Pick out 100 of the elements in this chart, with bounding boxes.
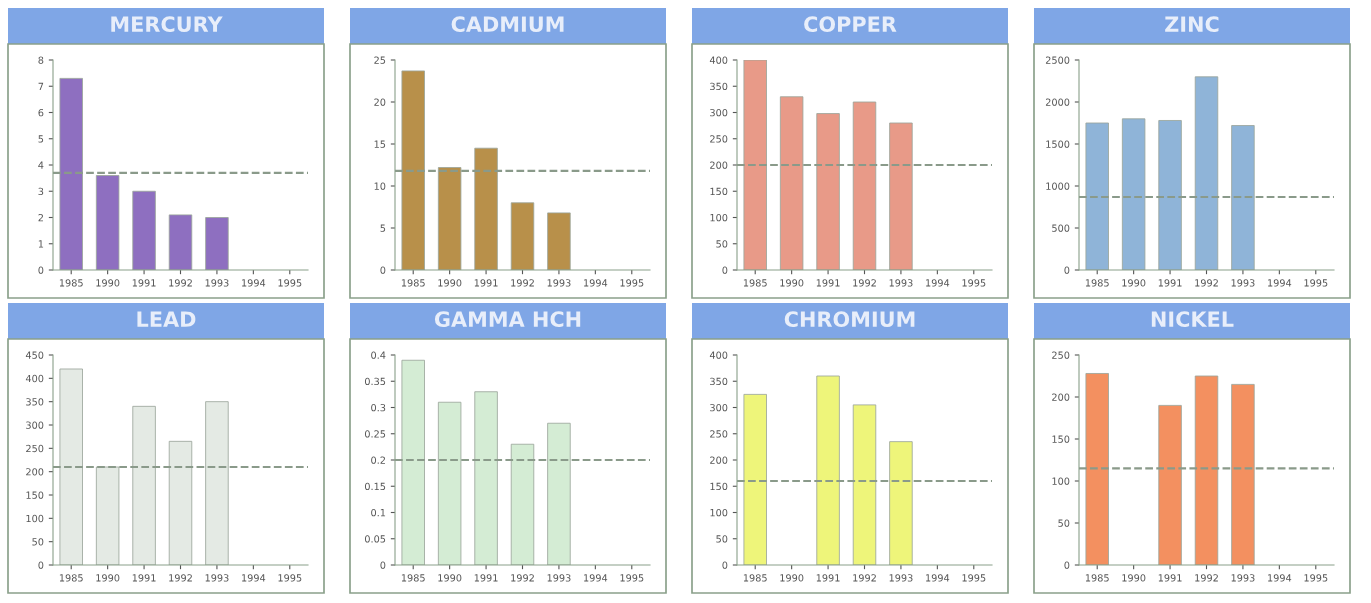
bar xyxy=(168,440,193,565)
y-tick-label: 7 xyxy=(38,82,44,90)
y-tick-label: 6 xyxy=(38,108,44,117)
bar xyxy=(510,443,535,565)
bar xyxy=(205,401,229,565)
x-tick-label: 1990 xyxy=(96,279,120,287)
y-tick-label: 150 xyxy=(710,187,728,196)
y-tick-label: 100 xyxy=(1052,477,1070,485)
bar xyxy=(95,466,120,565)
x-tick-label: 1992 xyxy=(1195,279,1218,287)
bar xyxy=(510,202,535,270)
y-tick-label: 150 xyxy=(1052,435,1070,443)
x-tick-label: 1992 xyxy=(853,279,876,287)
x-tick-label: 1985 xyxy=(59,279,83,287)
y-tick-label: 0 xyxy=(380,266,386,274)
bar xyxy=(547,212,571,270)
x-tick-label: 1995 xyxy=(620,574,644,582)
bar xyxy=(547,422,571,565)
y-tick-label: 100 xyxy=(710,508,728,517)
y-tick-label: 5 xyxy=(380,224,386,232)
y-tick-label: 50 xyxy=(1058,519,1070,527)
y-tick-label: 250 xyxy=(710,135,728,143)
x-tick-label: 1991 xyxy=(132,279,156,287)
y-tick-label: 0.15 xyxy=(364,482,386,491)
x-tick-label: 1993 xyxy=(205,574,229,582)
x-tick-label: 1994 xyxy=(242,574,266,582)
y-tick-label: 1 xyxy=(38,240,44,248)
bar xyxy=(852,404,877,565)
x-tick-label: 1990 xyxy=(96,574,120,582)
x-tick-label: 1985 xyxy=(743,279,767,287)
y-tick-label: 350 xyxy=(710,82,728,91)
bar xyxy=(1194,76,1219,270)
x-tick-label: 1985 xyxy=(401,574,425,582)
bar xyxy=(1231,125,1255,270)
x-tick-label: 1993 xyxy=(889,279,913,287)
y-tick-label: 200 xyxy=(26,468,44,476)
x-tick-label: 1993 xyxy=(1231,574,1255,582)
y-tick-label: 2500 xyxy=(1045,56,1070,64)
y-tick-label: 200 xyxy=(710,456,728,464)
y-tick-label: 0.2 xyxy=(371,456,385,464)
bar xyxy=(1158,404,1182,565)
y-tick-label: 150 xyxy=(26,491,44,499)
bar xyxy=(132,405,156,565)
y-tick-label: 2000 xyxy=(1045,98,1070,106)
x-tick-label: 1993 xyxy=(547,279,571,287)
bar xyxy=(132,190,156,270)
x-tick-label: 1995 xyxy=(962,574,986,582)
y-tick-label: 1500 xyxy=(1046,140,1070,148)
y-tick-label: 200 xyxy=(710,161,728,169)
x-tick-label: 1985 xyxy=(59,574,83,582)
y-tick-label: 8 xyxy=(38,56,44,64)
x-tick-label: 1990 xyxy=(780,574,804,582)
y-tick-label: 50 xyxy=(716,240,728,248)
y-tick-label: 0 xyxy=(722,561,728,569)
chart-title: CHROMIUM xyxy=(784,311,915,328)
x-tick-label: 1994 xyxy=(1268,574,1292,582)
bar xyxy=(95,175,120,270)
x-tick-label: 1991 xyxy=(132,574,156,582)
x-tick-label: 1994 xyxy=(584,574,608,582)
y-tick-label: 50 xyxy=(32,538,44,546)
y-tick-label: 250 xyxy=(26,444,44,453)
y-tick-label: 0.05 xyxy=(364,535,386,543)
x-tick-label: 1994 xyxy=(584,279,608,287)
x-tick-label: 1992 xyxy=(1195,574,1218,582)
x-tick-label: 1985 xyxy=(401,279,425,287)
y-tick-label: 150 xyxy=(710,482,728,491)
x-tick-label: 1992 xyxy=(853,574,876,582)
y-tick-label: 1000 xyxy=(1046,182,1070,190)
y-tick-label: 100 xyxy=(710,213,728,222)
y-tick-label: 350 xyxy=(710,377,728,386)
y-tick-label: 5 xyxy=(38,135,44,143)
y-tick-label: 20 xyxy=(374,98,386,106)
bar xyxy=(437,167,462,270)
y-tick-label: 0 xyxy=(1064,266,1070,274)
y-tick-label: 300 xyxy=(710,108,728,117)
chart-title: GAMMA HCH xyxy=(434,311,581,328)
y-tick-label: 0.3 xyxy=(371,403,386,412)
y-tick-label: 200 xyxy=(1052,393,1070,401)
chart-title: LEAD xyxy=(137,311,196,327)
y-tick-label: 0 xyxy=(1064,561,1070,569)
x-tick-label: 1991 xyxy=(816,574,840,582)
x-tick-label: 1995 xyxy=(962,279,986,287)
chart-title: MERCURY xyxy=(111,16,223,33)
x-tick-label: 1994 xyxy=(926,279,950,287)
y-tick-label: 0.4 xyxy=(371,351,386,359)
x-tick-label: 1991 xyxy=(474,574,498,582)
y-tick-label: 500 xyxy=(1052,224,1070,232)
bar xyxy=(1158,120,1182,270)
y-tick-label: 0.35 xyxy=(364,377,386,386)
y-tick-label: 50 xyxy=(716,535,728,543)
y-tick-label: 2 xyxy=(38,213,43,222)
bar xyxy=(1194,375,1219,565)
bar xyxy=(816,113,840,270)
x-tick-label: 1991 xyxy=(816,279,840,287)
bar xyxy=(205,217,229,270)
y-tick-label: 400 xyxy=(709,351,728,359)
y-tick-label: 15 xyxy=(374,140,386,148)
y-tick-label: 400 xyxy=(25,374,44,383)
x-tick-label: 1994 xyxy=(242,279,266,287)
x-tick-label: 1992 xyxy=(511,574,534,582)
